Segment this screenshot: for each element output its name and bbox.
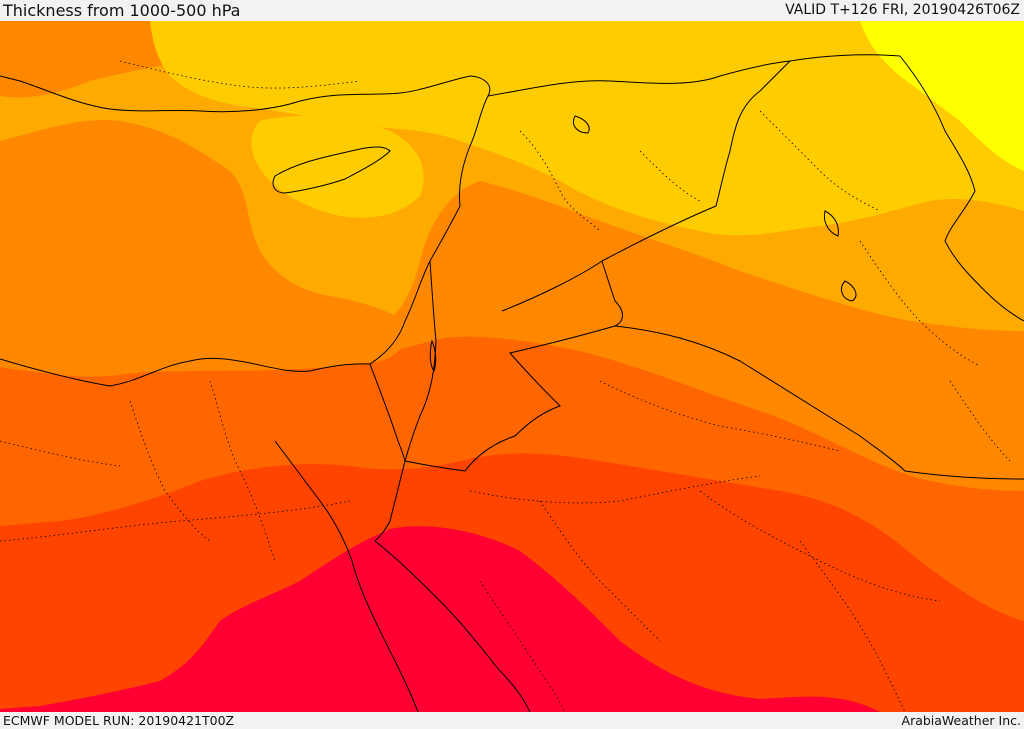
border-jordan-saudi <box>404 260 623 472</box>
border-syria-iraq <box>501 60 791 312</box>
province-borders <box>0 60 1011 712</box>
model-run-label: ECMWF MODEL RUN: 20190421T00Z <box>3 713 235 728</box>
credit-label: ArabiaWeather Inc. <box>901 713 1021 728</box>
band-gold <box>150 21 1024 236</box>
border-israel-jordan <box>404 260 437 462</box>
border-iraq-iran <box>899 55 1024 322</box>
gulf-of-suez <box>274 440 353 562</box>
lake-tharthar <box>823 210 839 237</box>
valid-time: VALID T+126 FRI, 20190426T06Z <box>785 2 1020 18</box>
dead-sea <box>429 339 437 373</box>
lake-van <box>573 115 590 134</box>
weather-map[interactable] <box>0 21 1024 712</box>
cyprus <box>272 146 391 194</box>
coastline-turkey <box>0 75 471 113</box>
band-yellow <box>860 21 1024 171</box>
band-orange-west <box>0 120 407 374</box>
country-borders <box>0 54 1024 712</box>
thickness-map-svg <box>0 21 1024 712</box>
coastline-levant <box>369 75 491 365</box>
red-sea-coast <box>351 560 419 712</box>
map-title: Thickness from 1000-500 hPa <box>3 1 241 20</box>
border-egypt-sinai <box>369 363 406 462</box>
lake-razzaza <box>841 280 857 302</box>
red-sea-east-coast <box>374 540 531 712</box>
border-iraq-saudi <box>614 325 1024 480</box>
border-turkey-syria <box>487 54 901 97</box>
band-gold-sea <box>251 115 424 218</box>
header-bar: Thickness from 1000-500 hPa VALID T+126 … <box>0 0 1024 21</box>
coastline-north-africa <box>0 357 371 387</box>
footer-bar: ECMWF MODEL RUN: 20190421T00Z ArabiaWeat… <box>0 712 1024 729</box>
gulf-of-aqaba <box>374 460 406 542</box>
